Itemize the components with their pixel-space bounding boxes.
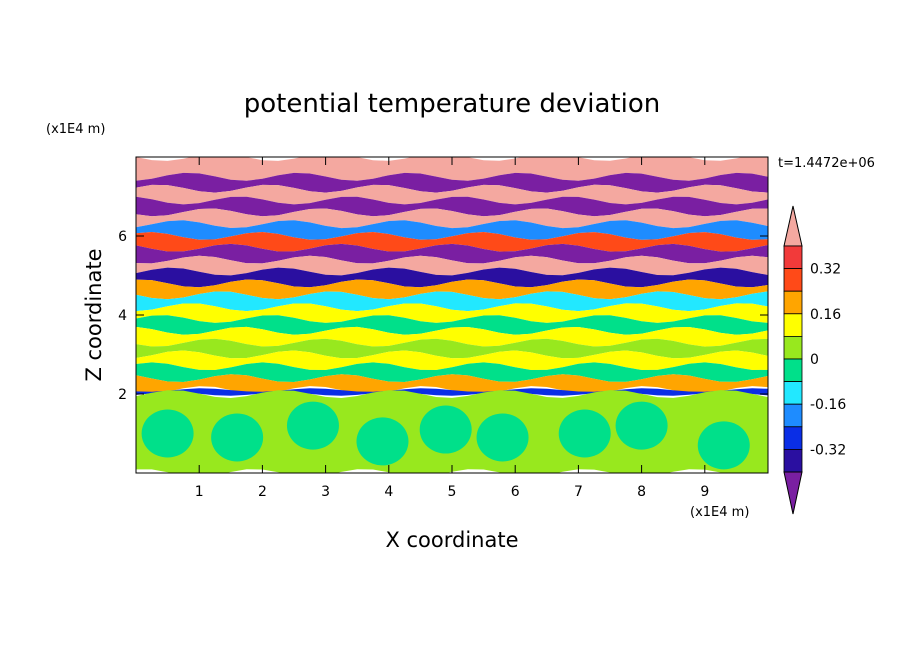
field-patch [419, 405, 472, 454]
field-patch [356, 417, 409, 466]
colorbar-under-triangle [783, 471, 803, 515]
y-axis-title: Z coordinate [82, 248, 106, 381]
x-unit-label: (x1E4 m) [690, 505, 749, 520]
colorbar-label: -0.16 [810, 397, 846, 413]
field-band [136, 232, 768, 252]
field-band [136, 196, 768, 217]
colorbar-box [783, 426, 803, 450]
colorbar: 0.32 0.16 0 -0.16 -0.32 [783, 205, 846, 515]
field-band [136, 315, 768, 335]
colorbar-box [783, 335, 803, 360]
y-tick-label: 2 [118, 387, 127, 403]
colorbar-box [783, 448, 803, 473]
field-patch [211, 413, 264, 462]
field-band [136, 362, 768, 382]
field-patch [476, 413, 529, 462]
field-band [136, 157, 768, 181]
y-unit-label: (x1E4 m) [46, 122, 105, 137]
colorbar-box [783, 403, 803, 428]
x-tick-label: 5 [448, 484, 457, 500]
y-ticks: 2 4 6 [118, 229, 768, 403]
colorbar-box [783, 290, 803, 315]
chart-title: potential temperature deviation [244, 89, 660, 119]
colorbar-over-triangle [783, 205, 803, 247]
field-patch [697, 421, 750, 470]
colorbar-label: 0 [810, 352, 819, 368]
field-band [136, 338, 768, 359]
field-band [136, 172, 768, 193]
field-band [136, 255, 768, 276]
plot-area [136, 157, 768, 473]
field-band [136, 326, 768, 347]
field-band [136, 291, 768, 312]
colorbar-box [783, 313, 803, 337]
field-band [136, 243, 768, 264]
field-band [136, 208, 768, 229]
colorbar-label: 0.16 [810, 307, 841, 323]
field-band [136, 220, 768, 240]
x-ticks: 1 2 3 4 5 6 7 8 9 [195, 157, 709, 500]
field-band [136, 374, 768, 394]
field-patch [141, 409, 194, 458]
field-patch [615, 401, 668, 450]
field-band [136, 388, 768, 396]
field-band [136, 279, 768, 300]
colorbar-label: 0.32 [810, 262, 841, 278]
time-label: t=1.4472e+06 [778, 156, 875, 171]
x-tick-label: 9 [700, 484, 709, 500]
field-band [136, 184, 768, 205]
x-tick-label: 4 [384, 484, 393, 500]
field-patch [558, 409, 611, 458]
x-tick-label: 2 [258, 484, 267, 500]
field-band [136, 303, 768, 323]
colorbar-box [783, 268, 803, 292]
colorbar-box [783, 381, 803, 405]
x-tick-label: 1 [195, 484, 204, 500]
field-band [136, 267, 768, 288]
x-tick-label: 3 [321, 484, 330, 500]
x-axis-title: X coordinate [385, 528, 518, 552]
colorbar-box [783, 245, 803, 270]
colorbar-label: -0.32 [810, 442, 846, 458]
y-tick-label: 6 [118, 229, 127, 245]
x-tick-label: 8 [637, 484, 646, 500]
field-patch [286, 401, 339, 450]
x-tick-label: 7 [574, 484, 583, 500]
y-tick-label: 4 [118, 308, 127, 324]
x-tick-label: 6 [511, 484, 520, 500]
field-band [136, 350, 768, 370]
colorbar-box [783, 358, 803, 383]
